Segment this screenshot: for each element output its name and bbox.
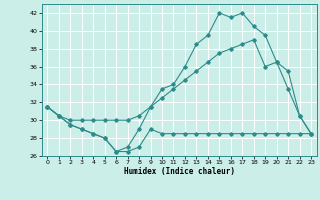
X-axis label: Humidex (Indice chaleur): Humidex (Indice chaleur) [124,167,235,176]
